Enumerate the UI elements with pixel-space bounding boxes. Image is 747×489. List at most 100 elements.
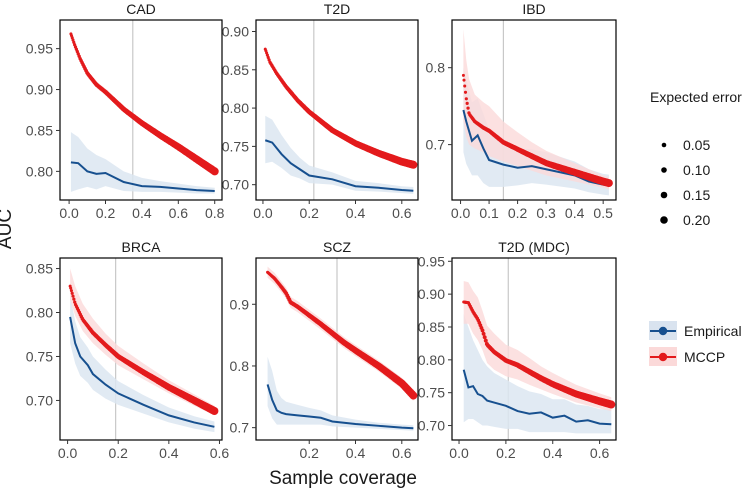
y-tick-label: 0.7 — [426, 137, 446, 153]
mccp-point — [69, 289, 73, 293]
mccp-point — [483, 338, 488, 343]
mccp-series — [69, 32, 219, 176]
y-tick-label: 0.8 — [230, 358, 250, 374]
size-legend-label-1: 0.10 — [683, 162, 710, 178]
mccp-point — [210, 406, 219, 415]
mccp-point — [71, 294, 75, 298]
empirical-line — [266, 384, 414, 430]
mccp-point — [607, 400, 616, 409]
x-tick-label: 0.6 — [210, 445, 230, 461]
mccp-point — [210, 167, 219, 176]
mccp-point — [481, 331, 486, 336]
mccp-point — [464, 97, 468, 101]
empirical-confidence-band — [267, 356, 414, 431]
size-legend: Expected error 0.05 0.10 0.15 0.20 — [650, 89, 742, 228]
x-tick-label: 0.5 — [593, 205, 613, 221]
y-tick-label: 0.80 — [26, 305, 53, 321]
mccp-point — [71, 38, 75, 42]
x-tick-label: 0.0 — [449, 445, 469, 461]
size-legend-title: Expected error — [650, 89, 742, 105]
mccp-point — [73, 300, 77, 304]
empirical-line — [462, 369, 612, 426]
panel-border — [59, 257, 223, 441]
y-axis-label: AUC — [0, 209, 16, 249]
panel-t2d: T2D 0.0 0.2 0.4 0.6 0.70 0.75 0.80 0.85 0.90 — [222, 1, 419, 221]
x-tick-label: 0.6 — [169, 205, 189, 221]
panel-border — [255, 257, 419, 441]
x-tick-label: 0.6 — [392, 205, 412, 221]
y-tick-label: 0.70 — [222, 177, 249, 193]
mccp-point — [462, 78, 466, 82]
panel-title: IBD — [522, 1, 545, 17]
x-tick-label: 0.0 — [58, 445, 78, 461]
y-tick-label: 0.70 — [26, 392, 53, 408]
color-legend: Empirical MCCP — [649, 321, 742, 366]
x-tick-label: 0.0 — [253, 205, 273, 221]
panel-border — [451, 257, 617, 441]
y-tick-label: 0.90 — [222, 23, 249, 39]
panel-border — [59, 19, 223, 201]
plot-area — [68, 258, 219, 440]
panel-ibd: IBD 0.0 0.1 0.2 0.3 0.4 0.5 0.7 0.8 — [426, 1, 617, 221]
mccp-point — [463, 84, 467, 88]
mccp-point — [463, 90, 468, 94]
plot-area — [266, 258, 418, 440]
panel-background — [256, 20, 418, 200]
size-legend-label-3: 0.20 — [683, 212, 710, 228]
y-tick-label: 0.80 — [222, 100, 249, 116]
empirical-line — [462, 109, 610, 187]
x-tick-label: 0.2 — [496, 445, 516, 461]
empirical-line — [69, 316, 215, 428]
legend-key-empirical-dot — [658, 326, 668, 336]
panel-scz: SCZ 0.2 0.4 0.6 0.7 0.8 0.9 — [230, 239, 419, 461]
panel-cad: CAD 0.0 0.2 0.4 0.6 0.8 0.80 0.85 0.90 0.95 — [26, 1, 225, 221]
x-tick-label: 0.2 — [299, 445, 319, 461]
x-tick-label: 0.2 — [96, 205, 116, 221]
empirical-confidence-band — [70, 294, 215, 433]
panel-border — [451, 19, 617, 201]
y-tick-label: 0.85 — [26, 122, 53, 138]
y-tick-label: 0.8 — [426, 60, 446, 76]
plot-area — [263, 20, 418, 200]
y-tick-label: 0.80 — [418, 352, 445, 368]
x-tick-label: 0.4 — [346, 205, 366, 221]
mccp-series — [263, 47, 418, 169]
x-axis-label: Sample coverage — [269, 468, 417, 489]
x-tick-label: 0.2 — [108, 445, 128, 461]
mccp-series — [461, 73, 613, 188]
y-tick-label: 0.70 — [418, 418, 445, 434]
empirical-confidence-band — [265, 115, 414, 194]
mccp-point — [409, 160, 418, 169]
panel-title: BRCA — [122, 239, 162, 255]
plot-area — [462, 258, 616, 440]
y-tick-label: 0.75 — [26, 348, 53, 364]
y-tick-label: 0.75 — [222, 138, 249, 154]
y-tick-label: 0.75 — [418, 385, 445, 401]
panel-border — [255, 19, 419, 201]
mccp-point — [461, 73, 465, 77]
mccp-series — [68, 284, 219, 415]
legend-label-empirical: Empirical — [684, 323, 742, 339]
y-tick-label: 0.9 — [230, 296, 250, 312]
size-legend-label-0: 0.05 — [683, 137, 710, 153]
x-tick-label: 0.4 — [159, 445, 179, 461]
size-legend-label-2: 0.15 — [683, 187, 710, 203]
legend-key-mccp-dot — [658, 352, 668, 362]
mccp-point — [480, 328, 485, 333]
y-tick-label: 0.95 — [418, 253, 445, 269]
x-tick-label: 0.2 — [508, 205, 528, 221]
y-tick-label: 0.85 — [26, 261, 53, 277]
size-legend-key-1 — [661, 167, 667, 173]
mccp-point — [482, 335, 487, 340]
y-tick-label: 0.85 — [222, 62, 249, 78]
y-tick-label: 0.80 — [26, 163, 53, 179]
x-tick-label: 0.4 — [132, 205, 152, 221]
mccp-point — [465, 101, 469, 105]
empirical-confidence-band — [70, 132, 215, 194]
mccp-confidence-band — [463, 29, 609, 190]
panel-title: T2D (MDC) — [498, 239, 570, 255]
mccp-point — [69, 286, 73, 290]
panel-brca: BRCA 0.0 0.2 0.4 0.6 0.70 0.75 0.80 0.85 — [26, 239, 230, 461]
mccp-series — [462, 300, 616, 409]
empirical-line — [70, 161, 215, 192]
